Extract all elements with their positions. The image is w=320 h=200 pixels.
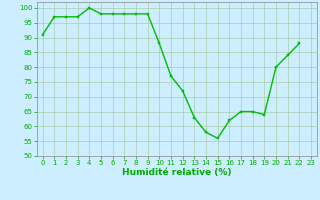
- X-axis label: Humidité relative (%): Humidité relative (%): [122, 168, 232, 177]
